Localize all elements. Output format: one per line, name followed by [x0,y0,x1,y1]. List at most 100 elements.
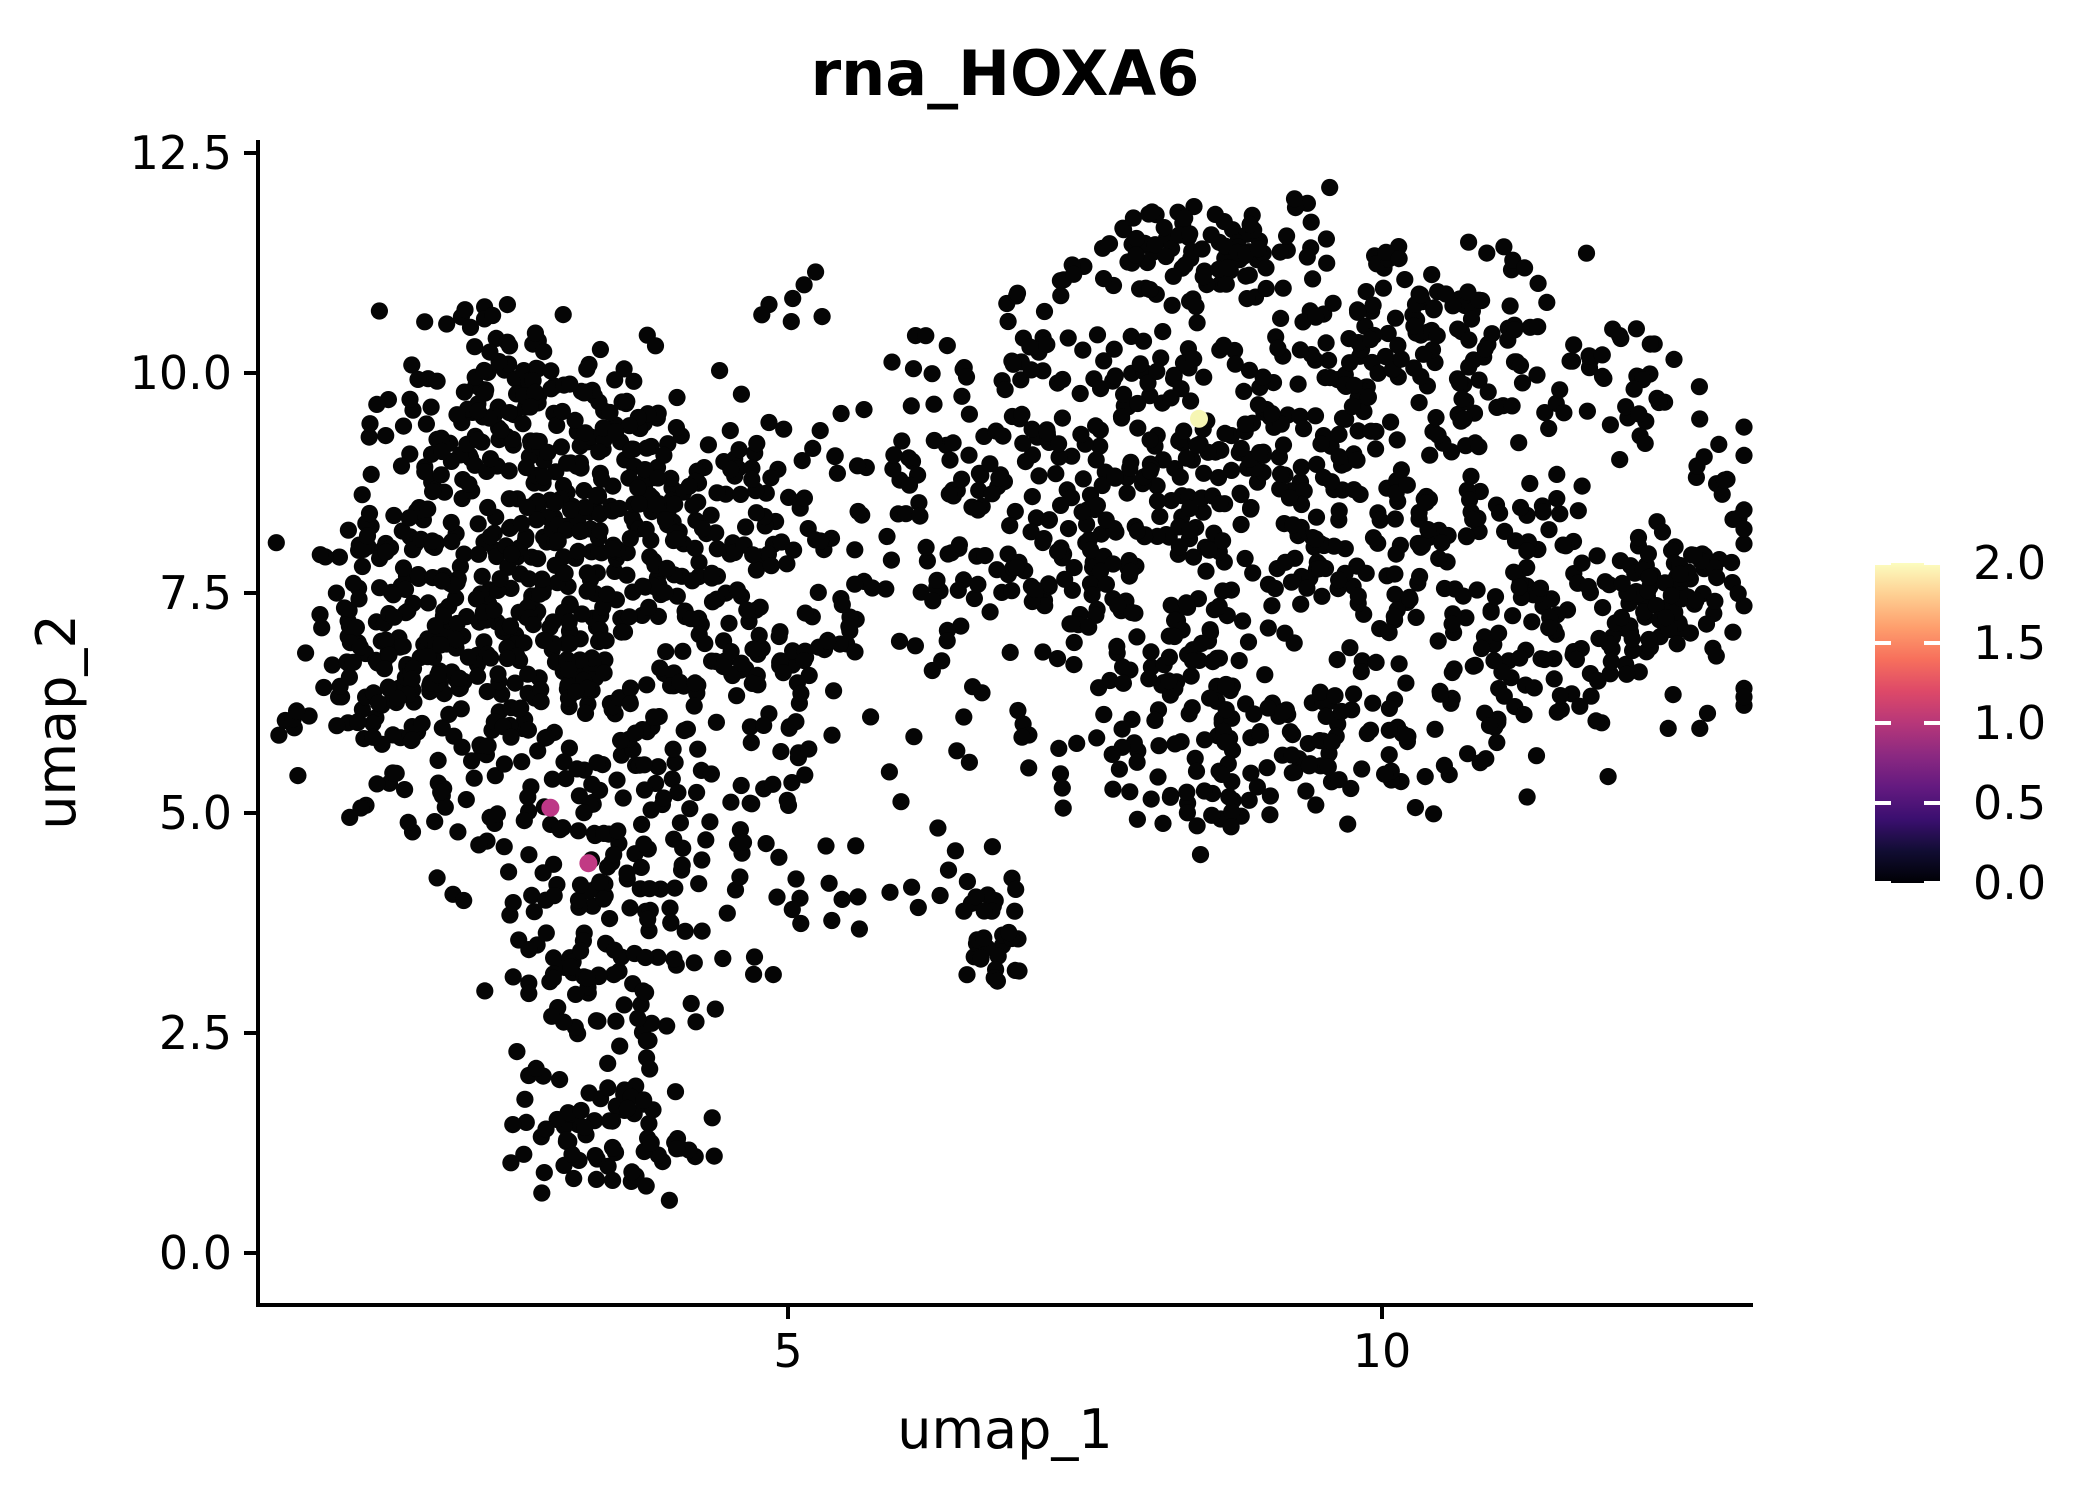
data-point [1307,796,1325,814]
data-point [327,584,345,602]
colorbar-tick-left [1875,721,1891,725]
data-point [353,486,371,504]
data-point [455,545,473,563]
expressing-cell-point [1190,409,1208,428]
data-point [1274,703,1292,721]
data-point [1401,590,1419,608]
data-point [1004,355,1022,373]
data-point [527,1059,545,1077]
data-point [828,464,847,482]
data-point [983,838,1002,856]
data-point [760,413,778,432]
data-point [1735,688,1753,706]
data-point [344,653,362,671]
y-tick-label: 12.5 [130,126,232,180]
data-point [1211,495,1229,513]
data-point [1385,607,1403,626]
data-point [1141,281,1159,299]
data-point [1053,779,1071,797]
data-point [823,726,841,744]
data-point [1023,446,1041,464]
data-point [931,886,949,905]
data-point [1170,538,1188,556]
data-point [1191,846,1210,864]
data-point [1307,508,1326,526]
data-point [1149,768,1167,786]
data-point [465,769,483,787]
data-point [918,552,937,570]
colorbar-tick-label: 2.0 [1973,536,2046,590]
data-point [1320,351,1338,369]
data-point [475,361,493,380]
data-point [703,564,721,582]
data-point [438,315,456,333]
data-point [1345,685,1363,703]
data-point [1065,656,1083,674]
data-point [917,327,935,345]
data-point [1283,746,1301,764]
data-point [1322,473,1340,491]
data-point [469,515,487,533]
data-point [1165,627,1184,646]
data-point [690,553,708,571]
data-point [1613,574,1631,593]
data-point [1478,244,1496,262]
data-point [358,527,377,545]
data-point [731,868,749,886]
data-point [796,604,814,622]
data-point [1349,587,1367,605]
data-point [1437,285,1455,303]
data-point [1165,366,1183,384]
data-point [1052,287,1070,305]
data-point [1113,738,1131,756]
data-point [1105,340,1123,358]
data-point [1148,492,1167,510]
data-point [621,695,639,713]
data-point [500,404,518,422]
data-point [1240,361,1259,379]
data-point [1054,799,1072,817]
data-point [1423,266,1441,284]
data-point [313,619,331,637]
data-point [349,713,367,731]
data-point [1433,534,1451,552]
data-point [996,381,1014,399]
data-point [289,767,307,785]
data-point [543,770,562,788]
data-point [708,540,726,558]
data-point [847,837,865,855]
data-point [379,678,397,696]
data-point [676,922,694,940]
data-point [1455,410,1473,428]
data-point [1390,250,1408,268]
data-point [1257,279,1275,298]
data-point [1256,666,1274,684]
data-point [1369,364,1387,382]
data-point [330,548,348,566]
data-point [1476,340,1494,358]
data-point [671,673,689,691]
data-point [640,598,658,616]
data-point [1639,582,1657,600]
data-point [702,506,720,524]
data-point [1687,591,1705,610]
data-point [1091,437,1109,455]
data-point [1602,652,1620,671]
data-point [1345,376,1363,394]
data-point [467,590,485,608]
data-point [1210,597,1228,615]
data-point [1097,575,1115,593]
data-point [1483,325,1501,343]
data-point [1008,284,1027,302]
data-point [682,994,700,1013]
data-point [1188,436,1206,454]
data-point [690,875,708,893]
data-point [1121,783,1139,801]
data-point [1292,595,1310,613]
data-point [339,521,357,539]
data-point [944,434,962,452]
data-point [1735,418,1753,436]
data-point [1009,701,1027,720]
data-point [500,462,518,480]
data-point [520,941,538,959]
